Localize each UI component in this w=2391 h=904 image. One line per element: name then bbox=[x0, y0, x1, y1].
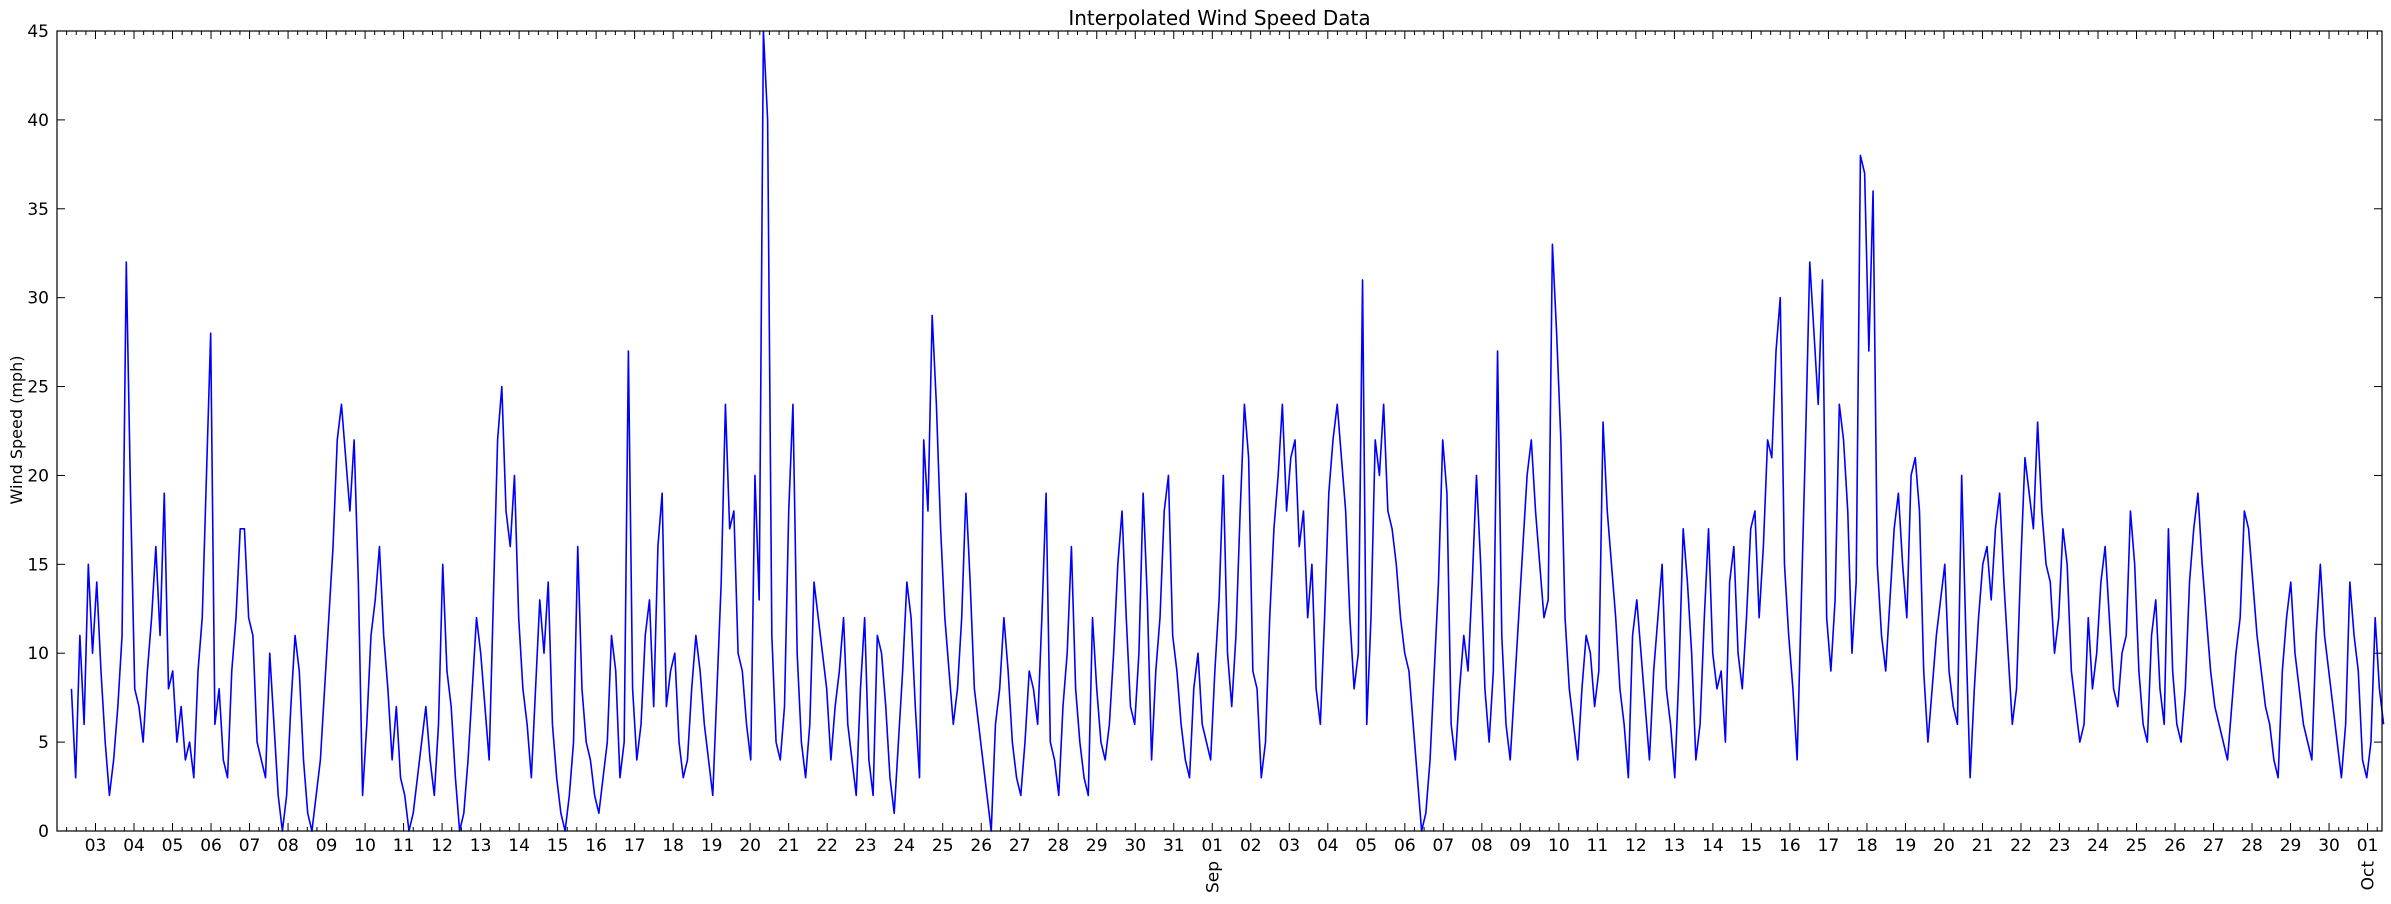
y-tick-label: 5 bbox=[38, 733, 49, 753]
y-tick-label: 10 bbox=[27, 644, 49, 664]
x-tick-label: 10 bbox=[1548, 836, 1570, 856]
x-tick-label: 31 bbox=[1163, 836, 1185, 856]
y-tick-label: 15 bbox=[27, 555, 49, 575]
x-tick-label: 03 bbox=[85, 836, 107, 856]
y-tick-label: 25 bbox=[27, 378, 49, 398]
x-tick-label: 05 bbox=[162, 836, 184, 856]
x-tick-label: 23 bbox=[2049, 836, 2071, 856]
x-tick-label: 22 bbox=[2010, 836, 2032, 856]
plot-area bbox=[70, 30, 2385, 832]
x-tick-label: 18 bbox=[662, 836, 684, 856]
x-tick-label: 27 bbox=[2203, 836, 2225, 856]
x-tick-label: 29 bbox=[1086, 836, 1108, 856]
x-tick-label: 15 bbox=[1741, 836, 1763, 856]
x-tick-label: 16 bbox=[585, 836, 607, 856]
y-tick-label: 30 bbox=[27, 289, 49, 309]
x-tick-label: 19 bbox=[701, 836, 723, 856]
x-tick-label: 17 bbox=[1818, 836, 1840, 856]
y-tick-label: 40 bbox=[27, 111, 49, 131]
x-tick-label: 13 bbox=[1664, 836, 1686, 856]
x-tick-label: 19 bbox=[1895, 836, 1917, 856]
x-tick-label: 21 bbox=[1972, 836, 1994, 856]
plot-frame bbox=[56, 30, 2383, 832]
x-tick-label: 24 bbox=[893, 836, 915, 856]
x-tick-label: 28 bbox=[2241, 836, 2263, 856]
x-axis-ticks: 03 04 05 06 07 08 09 10 11 12 13 14 15 16 17 18 19 20 21 22… bbox=[66, 31, 2379, 893]
x-tick-label: 30 bbox=[2318, 836, 2340, 856]
x-tick-label: 11 bbox=[393, 836, 415, 856]
x-tick-label: 08 bbox=[1471, 836, 1493, 856]
x-tick-label: 15 bbox=[547, 836, 569, 856]
x-tick-label: 22 bbox=[816, 836, 838, 856]
x-tick-label: 25 bbox=[932, 836, 954, 856]
x-tick-label: 30 bbox=[1124, 836, 1146, 856]
x-tick-label: 10 bbox=[354, 836, 376, 856]
y-axis-label: Wind Speed (mph) bbox=[7, 356, 26, 505]
x-tick-label: 13 bbox=[470, 836, 492, 856]
x-tick-label: 23 bbox=[855, 836, 877, 856]
y-tick-label: 45 bbox=[27, 22, 49, 42]
x-tick-label: 01 bbox=[1201, 836, 1223, 856]
x-month-label: Sep bbox=[1203, 861, 1223, 893]
x-tick-label: 25 bbox=[2126, 836, 2148, 856]
x-tick-label: 12 bbox=[1625, 836, 1647, 856]
x-tick-label: 09 bbox=[316, 836, 338, 856]
x-tick-label: 12 bbox=[431, 836, 453, 856]
chart-title: Interpolated Wind Speed Data bbox=[1068, 6, 1370, 30]
x-tick-label: 28 bbox=[1047, 836, 1069, 856]
wind-speed-line bbox=[70, 30, 2385, 832]
x-tick-label: 26 bbox=[2164, 836, 2186, 856]
x-tick-label: 18 bbox=[1856, 836, 1878, 856]
x-tick-label: 27 bbox=[1009, 836, 1031, 856]
x-tick-label: 07 bbox=[239, 836, 261, 856]
x-tick-label: 07 bbox=[1433, 836, 1455, 856]
y-tick-label: 0 bbox=[38, 822, 49, 842]
x-tick-label: 26 bbox=[970, 836, 992, 856]
x-tick-label: 20 bbox=[1933, 836, 1955, 856]
x-tick-label: 06 bbox=[200, 836, 222, 856]
y-axis-ticks: 0 5 10 15 20 25 30 35 40 45 bbox=[27, 22, 2382, 842]
x-tick-label: 04 bbox=[123, 836, 145, 856]
x-month-label: Oct bbox=[2359, 861, 2379, 891]
x-tick-label: 29 bbox=[2280, 836, 2302, 856]
x-tick-label: 14 bbox=[508, 836, 530, 856]
x-tick-label: 06 bbox=[1394, 836, 1416, 856]
x-tick-label: 11 bbox=[1587, 836, 1609, 856]
x-tick-label: 02 bbox=[1240, 836, 1262, 856]
x-tick-label: 16 bbox=[1779, 836, 1801, 856]
x-tick-label: 24 bbox=[2087, 836, 2109, 856]
x-tick-label: 17 bbox=[624, 836, 646, 856]
x-tick-label: 08 bbox=[277, 836, 299, 856]
x-tick-label: 03 bbox=[1278, 836, 1300, 856]
x-tick-label: 09 bbox=[1510, 836, 1532, 856]
x-tick-label: 20 bbox=[739, 836, 761, 856]
y-tick-label: 35 bbox=[27, 200, 49, 220]
y-tick-label: 20 bbox=[27, 466, 49, 486]
x-tick-label: 04 bbox=[1317, 836, 1339, 856]
x-tick-label: 01 bbox=[2357, 836, 2379, 856]
x-tick-label: 05 bbox=[1355, 836, 1377, 856]
x-tick-label: 21 bbox=[778, 836, 800, 856]
x-tick-label: 14 bbox=[1702, 836, 1724, 856]
